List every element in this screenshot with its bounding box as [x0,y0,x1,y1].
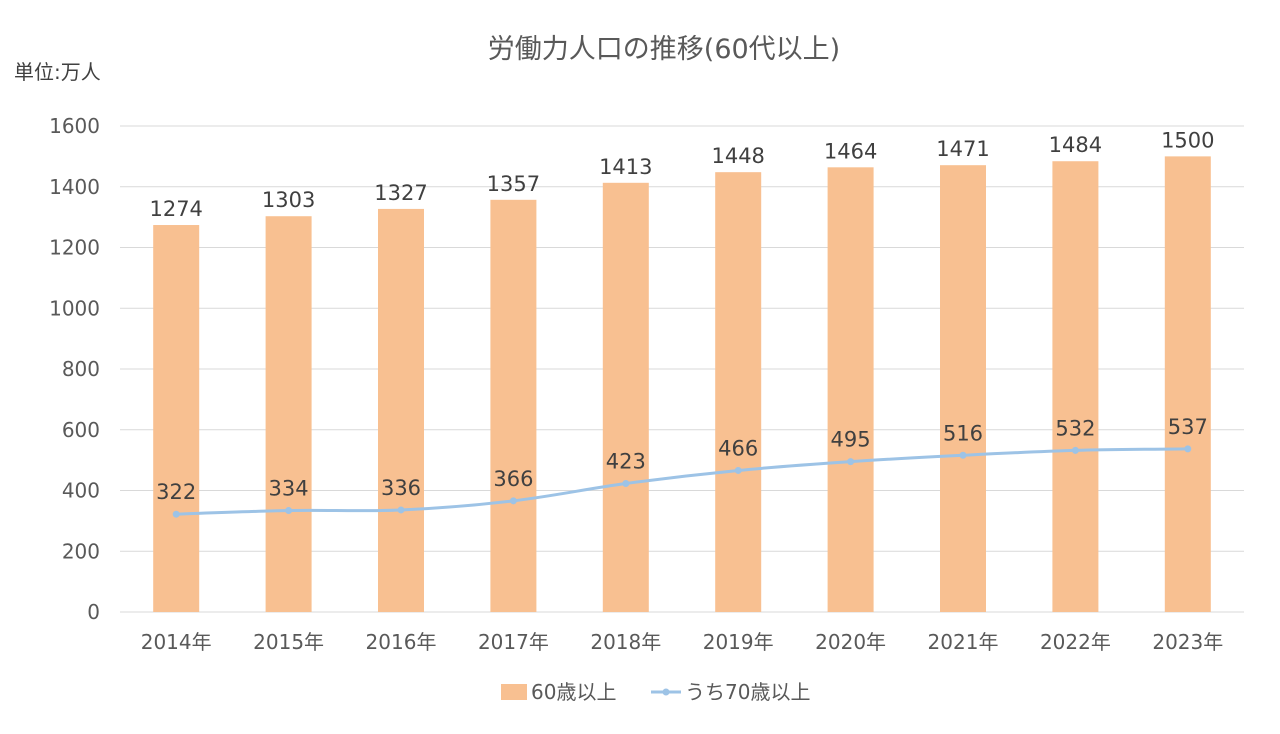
x-axis-ticks: 2014年 2015年 2016年 2017年 2018年 2019年 2020年 2021年… [141,630,1224,654]
x-tick-label: 2019年 [703,630,774,654]
line-data-label: 495 [831,428,871,452]
x-tick-label: 2017年 [478,630,549,654]
bar-data-label: 1413 [599,155,652,179]
bar [940,165,986,612]
bar [378,208,424,612]
line-point [847,458,855,466]
bar [490,199,537,612]
chart-title: 労働力人口の推移(60代以上) [488,34,840,65]
bar [1052,161,1099,613]
legend-label-line: うち70歳以上 [685,680,810,704]
line-point [1071,446,1079,454]
line-data-label: 532 [1055,416,1095,440]
y-tick-label: 1200 [49,236,100,260]
y-tick-label: 1000 [49,296,100,320]
x-tick-label: 2016年 [366,630,437,654]
legend-label-bar: 60歳以上 [531,680,616,704]
line-data-label: 334 [269,477,309,501]
x-tick-label: 2022年 [1040,630,1111,654]
y-tick-label: 800 [62,357,100,381]
line-point [1184,445,1192,453]
bar [265,216,312,612]
line-point [622,480,630,488]
bar [1164,156,1211,612]
bar-series [153,156,1211,613]
x-tick-label: 2018年 [590,630,661,654]
line-point [172,510,180,518]
unit-label: 単位:万人 [14,60,101,84]
line-point [959,451,967,459]
line-series [172,445,1192,518]
line-data-label: 537 [1168,415,1208,439]
y-tick-label: 1400 [49,175,100,199]
line-data-label: 366 [493,467,533,491]
bar-data-label: 1327 [374,181,427,205]
bar [602,182,649,612]
line-point [509,497,517,505]
bar-data-label: 1448 [711,144,764,168]
x-tick-label: 2023年 [1152,630,1223,654]
y-tick-label: 0 [87,600,100,624]
bar-data-label: 1274 [149,197,202,221]
bar-data-label: 1484 [1049,133,1102,157]
line-point [397,506,405,514]
bar-data-label: 1303 [262,188,315,212]
y-tick-label: 200 [62,539,100,563]
line-data-label: 336 [381,476,421,500]
bar-data-labels: 1274 1303 1327 1357 1413 1448 1464 1471 1484 1500 [149,128,1214,221]
y-tick-label: 600 [62,418,100,442]
series-line [174,447,1190,516]
legend-swatch-bar [501,684,527,700]
legend: 60歳以上 うち70歳以上 [501,680,810,704]
y-axis-ticks: 0 200 400 600 800 1000 1200 1400 1600 [49,114,100,624]
bar-data-label: 1471 [936,137,989,161]
line-data-label: 322 [156,480,196,504]
bar-data-label: 1464 [824,139,877,163]
line-data-label: 516 [943,421,983,445]
line-point [734,466,742,474]
line-data-labels: 322 334 336 366 423 466 495 516 532 537 [156,415,1208,504]
y-tick-label: 400 [62,479,100,503]
line-point [285,507,293,515]
bar-data-label: 1500 [1161,128,1214,152]
bar-data-label: 1357 [487,172,540,196]
bar [715,172,762,613]
x-tick-label: 2020年 [815,630,886,654]
bar [153,225,200,612]
y-tick-label: 1600 [49,114,100,138]
bar [827,167,874,612]
legend-marker-line [662,688,670,696]
x-tick-label: 2021年 [928,630,999,654]
line-data-label: 466 [718,436,758,460]
x-tick-label: 2014年 [141,630,212,654]
x-tick-label: 2015年 [253,630,324,654]
line-data-label: 423 [606,450,646,474]
